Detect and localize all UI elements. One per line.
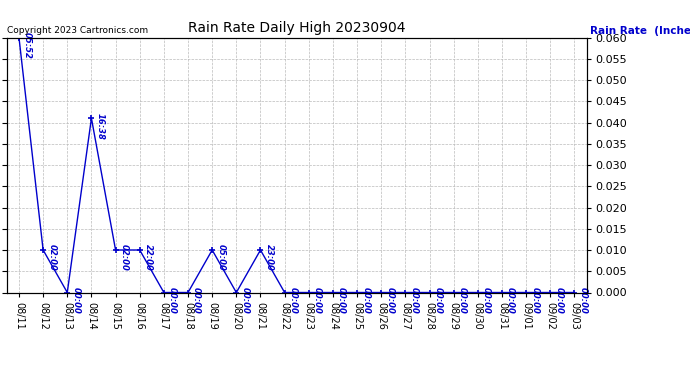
Text: 00:00: 00:00 <box>289 287 298 314</box>
Text: Rain Rate  (Inches/Hour): Rain Rate (Inches/Hour) <box>590 26 690 36</box>
Title: Rain Rate Daily High 20230904: Rain Rate Daily High 20230904 <box>188 21 406 35</box>
Text: 00:00: 00:00 <box>386 287 395 314</box>
Text: 02:00: 02:00 <box>48 244 57 272</box>
Text: 22:00: 22:00 <box>144 244 153 272</box>
Text: 00:00: 00:00 <box>579 287 588 314</box>
Text: 00:00: 00:00 <box>241 287 250 314</box>
Text: 05:52: 05:52 <box>23 32 32 59</box>
Text: 16:38: 16:38 <box>96 113 105 140</box>
Text: 00:00: 00:00 <box>482 287 491 314</box>
Text: 00:00: 00:00 <box>313 287 322 314</box>
Text: 00:00: 00:00 <box>506 287 515 314</box>
Text: 00:00: 00:00 <box>531 287 540 314</box>
Text: 00:00: 00:00 <box>168 287 177 314</box>
Text: 00:00: 00:00 <box>193 287 201 314</box>
Text: 00:00: 00:00 <box>72 287 81 314</box>
Text: 00:00: 00:00 <box>362 287 371 314</box>
Text: 00:00: 00:00 <box>434 287 443 314</box>
Text: 02:00: 02:00 <box>120 244 129 272</box>
Text: Copyright 2023 Cartronics.com: Copyright 2023 Cartronics.com <box>7 26 148 35</box>
Text: 00:00: 00:00 <box>337 287 346 314</box>
Text: 00:00: 00:00 <box>458 287 467 314</box>
Text: 05:00: 05:00 <box>217 244 226 272</box>
Text: 00:00: 00:00 <box>555 287 564 314</box>
Text: 23:00: 23:00 <box>265 244 274 272</box>
Text: 00:00: 00:00 <box>410 287 419 314</box>
